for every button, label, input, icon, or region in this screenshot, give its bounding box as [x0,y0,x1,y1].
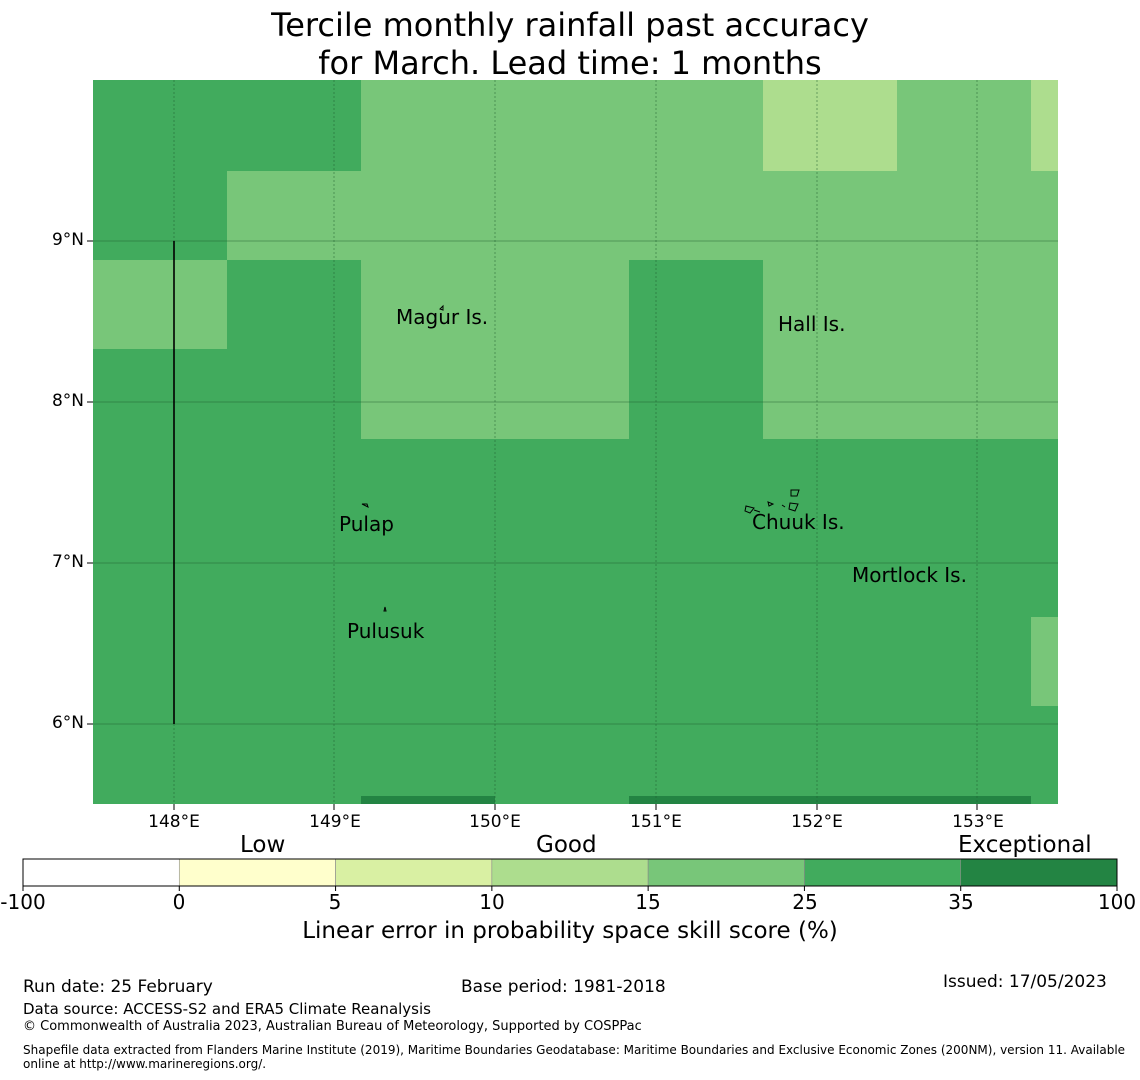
colorbar-category-exceptional: Exceptional [958,832,1092,858]
lon-label-151e: 151°E [630,812,682,832]
data-source: Data source: ACCESS-S2 and ERA5 Climate … [23,1000,431,1018]
place-label-hall: Hall Is. [778,312,846,336]
lon-label-152e: 152°E [791,812,843,832]
colorbar-segment [804,858,962,887]
island-outlines [361,304,800,612]
colorbar-tick: 5 [328,890,342,914]
colorbar-tick: -100 [0,890,46,914]
colorbar-category-good: Good [536,832,597,858]
map-cell [1031,617,1058,706]
colorbar-segment [647,858,805,887]
lon-label-150e: 150°E [469,812,521,832]
lat-label-8n: 8°N [51,391,84,411]
map-cell [763,260,1058,439]
lon-label-149e: 149°E [309,812,361,832]
colorbar-segment [22,858,180,887]
colorbar-tick: 15 [635,890,661,914]
copyright: © Commonwealth of Australia 2023, Austra… [23,1019,642,1034]
island-pulap [361,503,369,508]
place-label-pulusuk: Pulusuk [347,619,425,643]
issued-date: Issued: 17/05/2023 [943,972,1107,992]
lat-label-6n: 6°N [51,713,84,733]
lat-label-9n: 9°N [51,230,84,250]
title-line-1: Tercile monthly rainfall past accuracy [271,6,869,44]
island-chuuk [744,489,800,514]
colorbar-segment [491,858,649,887]
map-cell [897,80,1031,171]
colorbar-tick: 0 [172,890,186,914]
colorbar-category-low: Low [240,832,286,858]
map-cell [629,796,1031,804]
map-cell [763,80,897,171]
colorbar-tick: 100 [1097,890,1137,914]
colorbar-outline [22,858,1118,887]
map-cell [93,260,227,349]
island-magur [439,304,444,311]
lon-label-148e: 148°E [148,812,200,832]
place-label-pulap: Pulap [339,512,394,536]
shapefile-credit-2: online at http://www.marineregions.org/. [23,1057,267,1071]
title-line-2: for March. Lead time: 1 months [318,44,822,82]
map-cell [227,171,1058,260]
map-cell [361,796,495,804]
island-pulusuk [383,606,387,612]
map-cell [361,80,763,171]
colorbar [22,858,1118,891]
place-label-mortlock: Mortlock Is. [852,563,967,587]
map-cell [1031,80,1058,171]
shapefile-credit-1: Shapefile data extracted from Flanders M… [23,1043,1126,1057]
colorbar-tick: 25 [792,890,818,914]
base-period: Base period: 1981-2018 [461,977,666,997]
colorbar-tick: 35 [948,890,974,914]
colorbar-segment [335,858,493,887]
place-label-magur: Magur Is. [396,305,489,329]
colorbar-tick: 10 [479,890,505,914]
place-label-chuuk: Chuuk Is. [752,510,845,534]
map-cells [93,80,1058,804]
lon-label-153e: 153°E [952,812,1004,832]
run-date: Run date: 25 February [23,977,213,997]
lat-label-7n: 7°N [51,552,84,572]
colorbar-segment [960,858,1118,887]
colorbar-segment [178,858,336,887]
colorbar-label: Linear error in probability space skill … [302,918,838,944]
chart-title: Tercile monthly rainfall past accuracy f… [0,6,1140,82]
